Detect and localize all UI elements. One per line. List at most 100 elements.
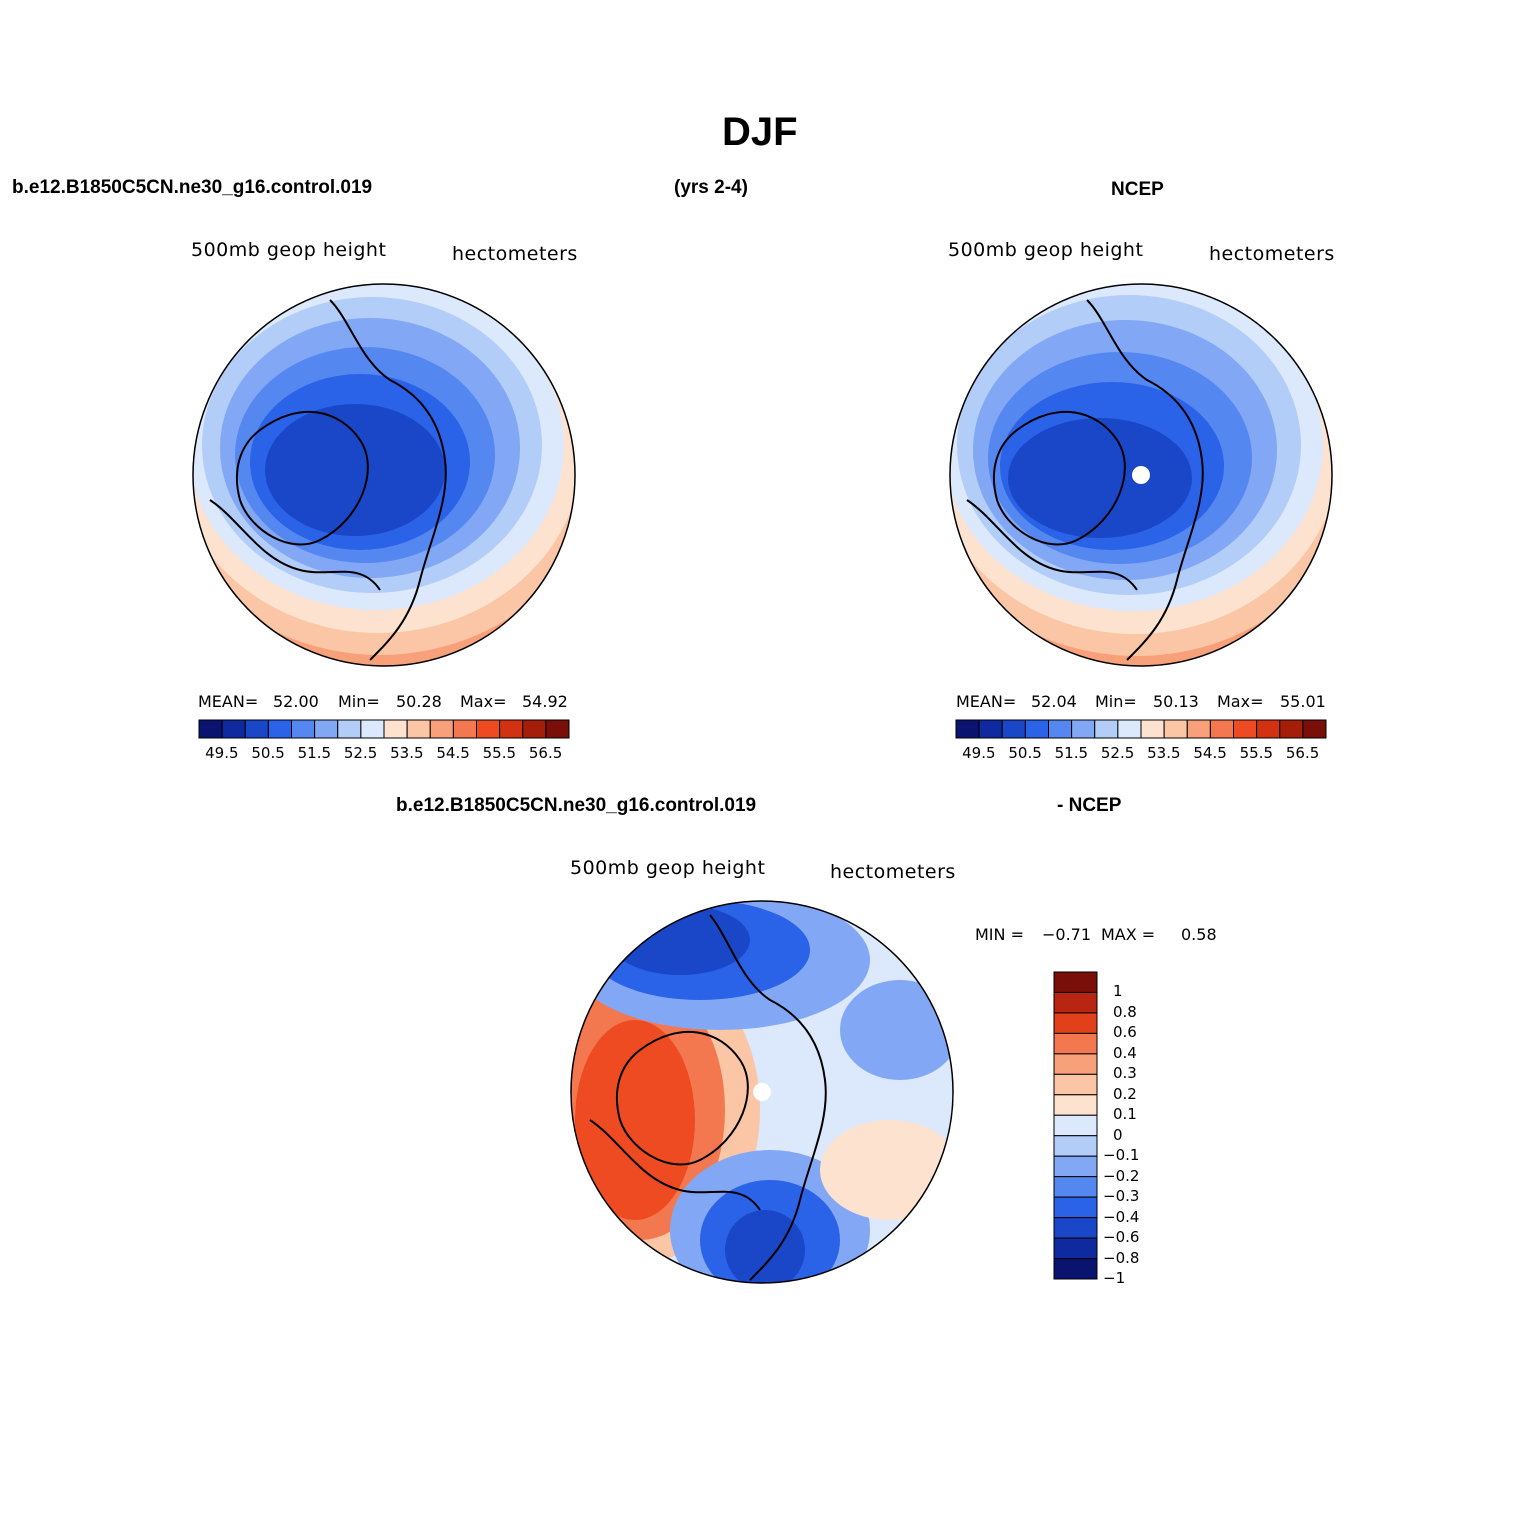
model-colorbar-box [452, 719, 477, 739]
top-left-case-name: b.e12.B1850C5CN.ne30_g16.control.019 [12, 177, 373, 198]
ncep-colorbar-box [1071, 719, 1096, 739]
model-colorbar-box [429, 719, 454, 739]
tl-mean-label: MEAN= [198, 692, 259, 711]
diff-coastline-greenland [616, 1030, 749, 1166]
diff-contour-blue-strong-bottom [725, 1210, 805, 1283]
diff-colorbar-box [1053, 1073, 1098, 1096]
model-map [193, 284, 575, 666]
ncep-colorbar-tick-label: 53.5 [1147, 744, 1181, 762]
ncep-colorbar-tick-label: 49.5 [962, 744, 996, 762]
top-right-units-label: hectometers [1209, 243, 1335, 265]
ncep-colorbar [955, 719, 1327, 739]
model-coastline-eurasia [329, 299, 447, 661]
diff-colorbar-tick-label: 0.3 [1113, 1064, 1137, 1083]
ncep-coastline-greenland [993, 410, 1126, 546]
model-colorbar-box [221, 719, 246, 739]
diff-colorbar-tick-label: 0.1 [1113, 1105, 1137, 1124]
ncep-map [950, 284, 1332, 666]
model-colorbar-tick-label: 49.5 [205, 744, 239, 762]
model-colorbar-tick-label: 51.5 [297, 744, 332, 762]
ncep-colorbar-box [1024, 719, 1049, 739]
diff-colorbar-box [1053, 1237, 1098, 1260]
model-colorbar-box [383, 719, 408, 739]
ncep-coastline-america [966, 499, 1138, 591]
tl-min-label: Min= [338, 692, 380, 711]
diff-colorbar-tick-label: −0.2 [1103, 1166, 1140, 1185]
model-colorbar-box [267, 719, 292, 739]
diff-colorbar-tick-label: 0 [1113, 1125, 1123, 1144]
diff-colorbar-tick-label: −0.1 [1103, 1146, 1140, 1165]
diff-colorbar-box [1053, 1155, 1098, 1178]
diff-pole-missing-data [753, 1083, 771, 1101]
ncep-colorbar-box [1001, 719, 1026, 739]
diff-colorbar-tick-label: −0.8 [1103, 1248, 1140, 1267]
model-colorbar-box [499, 719, 524, 739]
diff-min-label: MIN = [975, 925, 1024, 944]
tr-mean-value: 52.04 [1031, 692, 1077, 711]
top-left-units-label: hectometers [452, 243, 578, 265]
diff-map-border [570, 900, 954, 1284]
model-map-border [192, 283, 576, 667]
diff-colorbar-box [1053, 1032, 1098, 1055]
top-years-label: (yrs 2-4) [674, 177, 748, 198]
tr-min-value: 50.13 [1153, 692, 1199, 711]
ncep-contour-center [1008, 418, 1192, 538]
model-colorbar-box [476, 719, 501, 739]
top-left-field-label: 500mb geop height [191, 239, 387, 261]
tl-max-value: 54.92 [522, 692, 568, 711]
model-colorbar-tick-label: 56.5 [528, 744, 563, 762]
model-colorbar-tick-label: 53.5 [390, 744, 424, 762]
model-coastline-greenland [236, 410, 369, 546]
diff-min-value: −0.71 [1042, 925, 1092, 944]
ncep-colorbar-box [978, 719, 1003, 739]
model-colorbar-box [314, 719, 339, 739]
diff-colorbar-tick-label: −0.6 [1103, 1228, 1140, 1247]
ncep-colorbar-tick-label: 52.5 [1100, 744, 1135, 762]
diff-colorbar-tick-label: 1 [1113, 982, 1123, 1001]
diff-minus-label: - NCEP [1057, 795, 1122, 816]
ncep-colorbar-box [955, 719, 980, 739]
diff-colorbar-tick-label: 0.4 [1113, 1043, 1137, 1062]
tl-mean-value: 52.00 [273, 692, 319, 711]
top-right-obs-name: NCEP [1111, 179, 1164, 200]
tr-min-label: Min= [1095, 692, 1137, 711]
diff-coastline-america [589, 1119, 761, 1211]
diff-colorbar-box [1053, 1053, 1098, 1075]
diff-colorbar-box [1053, 1176, 1098, 1198]
ncep-coastline-eurasia [1086, 299, 1204, 661]
ncep-colorbar-tick-label: 50.5 [1008, 744, 1042, 762]
ncep-colorbar-box [1140, 719, 1165, 739]
ncep-colorbar-box [1209, 719, 1234, 739]
diff-contour-blue-strong-top [610, 905, 750, 975]
diff-colorbar-tick-label: 0.8 [1113, 1002, 1137, 1021]
model-colorbar-box [198, 719, 223, 739]
ncep-colorbar-box [1163, 719, 1188, 739]
diff-contour-cream-southeast [820, 1120, 953, 1220]
ncep-colorbar-box [1233, 719, 1258, 739]
model-colorbar-box [244, 719, 269, 739]
ncep-colorbar-box [1094, 719, 1119, 739]
ncep-colorbar-box [1256, 719, 1281, 739]
ncep-colorbar-box [1279, 719, 1304, 739]
model-colorbar-box [291, 719, 316, 739]
diff-colorbar-box [1053, 1012, 1098, 1034]
model-colorbar-box [337, 719, 362, 739]
ncep-colorbar-tick-label: 56.5 [1285, 744, 1320, 762]
diff-field-label: 500mb geop height [570, 857, 766, 879]
ncep-colorbar-box [1186, 719, 1211, 739]
ncep-colorbar-box [1302, 719, 1327, 739]
tr-max-value: 55.01 [1280, 692, 1326, 711]
diff-colorbar-box [1053, 971, 1098, 993]
ncep-colorbar-box [1117, 719, 1142, 739]
diff-colorbar-box [1053, 1114, 1098, 1137]
main-title: DJF [722, 110, 798, 154]
diff-max-label: MAX = [1101, 925, 1156, 944]
ncep-map-border [949, 283, 1333, 667]
diff-contour-red-strong [575, 1020, 695, 1220]
tr-mean-label: MEAN= [956, 692, 1017, 711]
tr-max-label: Max= [1217, 692, 1264, 711]
ncep-colorbar-box [1048, 719, 1073, 739]
tl-min-value: 50.28 [396, 692, 442, 711]
model-colorbar-box [406, 719, 431, 739]
model-colorbar-box [522, 719, 547, 739]
